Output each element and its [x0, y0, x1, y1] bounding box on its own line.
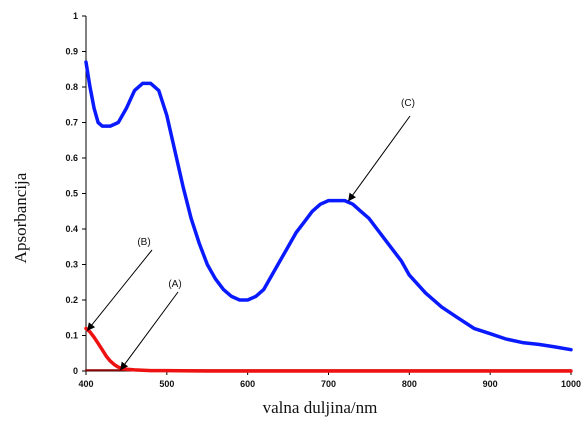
annotation-label-c: (C): [401, 98, 415, 109]
tick-labels: 0 0.1 0.2 0.3 0.4 0.5 0.6 0.7 0.8 0.9 1 400 500 600 70…: [65, 11, 581, 389]
y-tick-label: 0.7: [65, 118, 78, 128]
y-tick-label: 1: [73, 11, 78, 21]
y-axis-title: Apsorbancija: [11, 172, 30, 263]
y-tick-label: 0: [73, 366, 78, 376]
x-tick-label: 600: [240, 379, 255, 389]
annotations: (C) (B) (A): [86, 98, 415, 371]
annotation-label-b: (B): [137, 237, 150, 248]
x-tick-label: 800: [402, 379, 417, 389]
annotation-arrow-c: [348, 115, 411, 202]
x-tick-label: 500: [159, 379, 174, 389]
x-tick-label: 1000: [561, 379, 581, 389]
series-line-c: [84, 60, 573, 352]
x-tick-label: 900: [483, 379, 498, 389]
y-tick-label: 0.3: [65, 260, 78, 270]
series-lines: [84, 60, 573, 373]
y-tick-label: 0.9: [65, 47, 78, 57]
x-tick-label: 700: [321, 379, 336, 389]
axes: [82, 15, 572, 375]
annotation-arrow-a: [120, 291, 179, 371]
annotation-label-a: (A): [168, 279, 181, 290]
y-tick-label: 0.6: [65, 153, 78, 163]
y-tick-label: 0.4: [65, 224, 78, 234]
annotation-arrow-b: [86, 249, 153, 331]
x-axis-title: valna duljina/nm: [263, 398, 378, 417]
y-tick-label: 0.5: [65, 189, 78, 199]
y-tick-label: 0.8: [65, 82, 78, 92]
y-tick-label: 0.1: [65, 331, 78, 341]
y-tick-label: 0.2: [65, 295, 78, 305]
x-tick-label: 400: [78, 379, 93, 389]
